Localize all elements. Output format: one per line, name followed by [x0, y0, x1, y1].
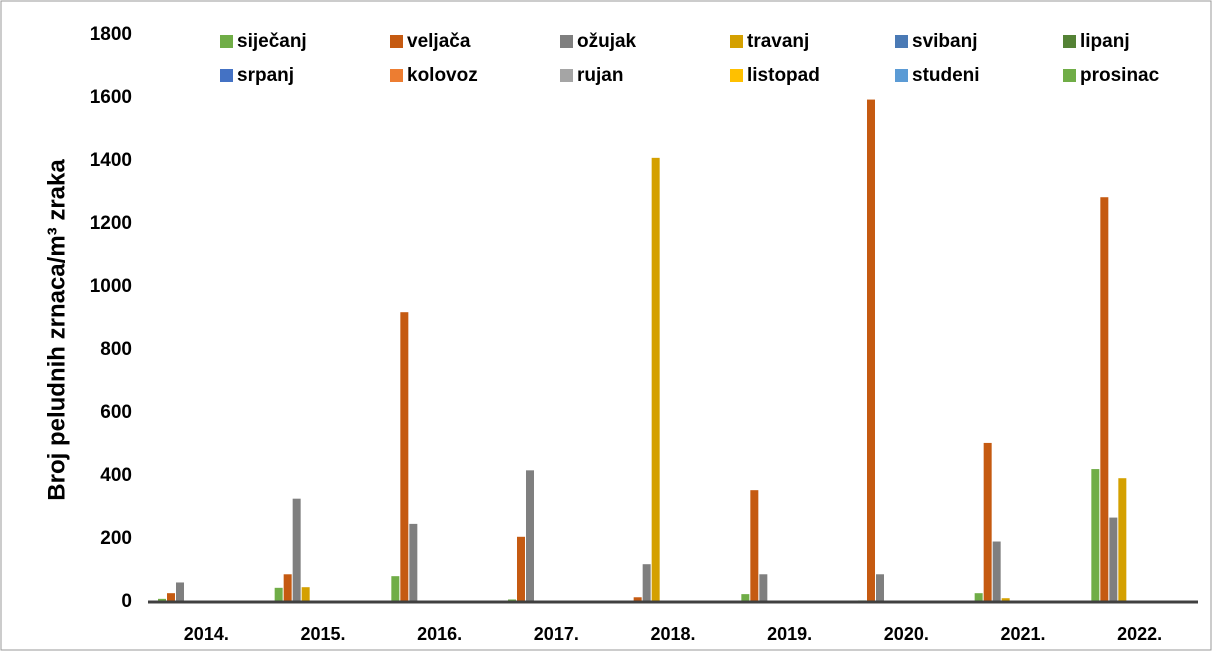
bar: [1109, 517, 1118, 602]
bar: [651, 157, 660, 602]
y-tick-label: 1800: [90, 24, 132, 45]
legend-label: kolovoz: [407, 65, 478, 86]
bar: [992, 541, 1001, 602]
legend-swatch: [560, 35, 573, 48]
legend-label: travanj: [747, 31, 809, 52]
y-tick-label: 400: [100, 465, 132, 486]
bar: [391, 576, 400, 602]
legend-label: prosinac: [1080, 65, 1160, 86]
x-tick-label: 2016.: [417, 624, 462, 644]
bar: [876, 574, 884, 602]
bar: [1001, 598, 1010, 602]
y-tick-label: 1000: [90, 276, 132, 297]
bar: [409, 523, 418, 602]
y-tick-label: 1400: [90, 150, 132, 171]
bar: [867, 99, 875, 602]
x-tick-label: 2017.: [534, 624, 579, 644]
legend-swatch: [220, 35, 233, 48]
bar: [1100, 197, 1109, 602]
legend-label: studeni: [912, 65, 980, 86]
legend-label: siječanj: [237, 31, 307, 52]
bar: [642, 564, 651, 602]
x-tick-label: 2022.: [1117, 624, 1162, 644]
y-tick-label: 0: [121, 591, 132, 612]
legend-swatch: [390, 69, 403, 82]
x-tick-label: 2020.: [884, 624, 929, 644]
legend-swatch: [895, 35, 908, 48]
bar: [167, 593, 175, 602]
legend-swatch: [390, 35, 403, 48]
bar: [526, 470, 534, 602]
y-tick-label: 600: [100, 402, 132, 423]
y-tick-label: 800: [100, 339, 132, 360]
legend-swatch: [560, 69, 573, 82]
legend-label: rujan: [577, 65, 623, 86]
x-tick-label: 2019.: [767, 624, 812, 644]
bar: [983, 442, 992, 602]
bar: [158, 598, 166, 602]
legend-label: ožujak: [577, 31, 637, 52]
legend-swatch: [895, 69, 908, 82]
bar: [974, 593, 983, 602]
legend-swatch: [730, 35, 743, 48]
legend-swatch: [1063, 35, 1076, 48]
x-tick-label: 2014.: [184, 624, 229, 644]
legend-label: srpanj: [237, 65, 294, 86]
y-tick-label: 1600: [90, 87, 132, 108]
bar: [1118, 478, 1127, 602]
legend-swatch: [730, 69, 743, 82]
legend-label: lipanj: [1080, 31, 1130, 52]
x-tick-label: 2015.: [300, 624, 345, 644]
y-tick-label: 1200: [90, 213, 132, 234]
legend-label: svibanj: [912, 31, 977, 52]
y-tick-label: 200: [100, 528, 132, 549]
legend-swatch: [220, 69, 233, 82]
bar: [1091, 469, 1100, 602]
bar: [176, 582, 184, 602]
bar: [741, 594, 750, 602]
y-axis-label: Broj peludnih zrnaca/m³ zraka: [43, 159, 70, 501]
bar: [750, 490, 759, 602]
x-tick-label: 2021.: [1000, 624, 1045, 644]
legend-label: veljača: [407, 31, 471, 52]
legend-label: listopad: [747, 65, 820, 86]
bar: [292, 498, 301, 602]
x-tick-label: 2018.: [650, 624, 695, 644]
bar: [274, 587, 283, 602]
legend-swatch: [1063, 69, 1076, 82]
bar: [633, 597, 642, 602]
bar: [283, 574, 292, 602]
bar: [301, 587, 310, 602]
bar: [517, 536, 525, 602]
bar: [759, 574, 768, 602]
bar: [400, 312, 409, 602]
